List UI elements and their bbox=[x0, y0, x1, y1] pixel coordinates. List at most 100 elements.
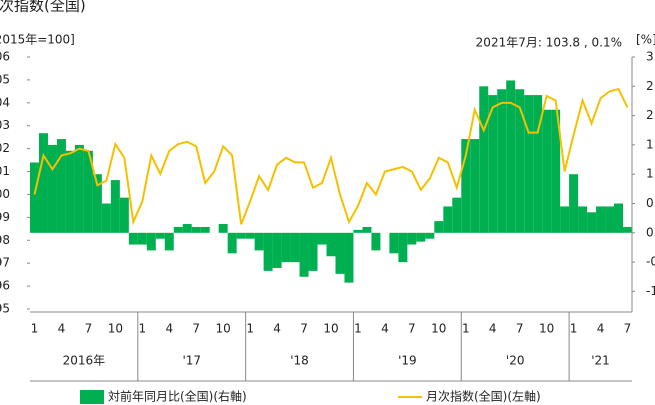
bar bbox=[497, 89, 507, 233]
y2-axis-label: [%] bbox=[636, 33, 655, 47]
bar bbox=[47, 144, 57, 233]
y-tick-label: 104 bbox=[0, 95, 10, 109]
x-tick-label: 7 bbox=[85, 322, 93, 336]
bar bbox=[587, 212, 597, 233]
bar bbox=[30, 162, 39, 233]
x-tick-label: 10 bbox=[323, 322, 338, 336]
bar bbox=[92, 174, 102, 233]
legend-label: 対前年同月比(全国)(右軸) bbox=[108, 389, 247, 404]
bar bbox=[479, 86, 489, 233]
bar bbox=[290, 232, 300, 263]
bar bbox=[65, 150, 75, 233]
bar bbox=[488, 95, 498, 233]
bar bbox=[533, 95, 543, 233]
year-label: '19 bbox=[398, 354, 417, 368]
bar bbox=[551, 109, 561, 233]
y-tick-label: 100 bbox=[0, 187, 10, 201]
y-tick-label: 105 bbox=[0, 72, 10, 86]
bar bbox=[308, 232, 318, 271]
x-tick-label: 4 bbox=[597, 322, 605, 336]
y2-tick-label: 3.0 bbox=[646, 50, 655, 64]
x-tick-label: 4 bbox=[273, 322, 281, 336]
bar bbox=[119, 197, 129, 233]
bar bbox=[371, 232, 381, 251]
x-tick-label: 1 bbox=[246, 322, 254, 336]
bar bbox=[38, 133, 48, 233]
y2-tick-label: 2.0 bbox=[646, 108, 655, 122]
bar bbox=[218, 224, 228, 233]
bar bbox=[614, 203, 624, 233]
y-tick-label: 99 bbox=[0, 210, 10, 224]
y2-tick-label: 0.5 bbox=[646, 196, 655, 210]
bar bbox=[74, 144, 84, 233]
bar bbox=[542, 109, 552, 233]
bar bbox=[146, 232, 156, 251]
bar bbox=[155, 232, 165, 239]
bar bbox=[515, 89, 525, 233]
bar bbox=[434, 221, 444, 233]
y2-tick-label: 1.0 bbox=[646, 167, 655, 181]
y-tick-label: 95 bbox=[0, 302, 10, 316]
year-label: 2016年 bbox=[63, 354, 106, 368]
bar bbox=[524, 95, 534, 233]
x-tick-label: 1 bbox=[354, 322, 362, 336]
bar bbox=[263, 232, 273, 271]
bar bbox=[164, 232, 174, 251]
x-tick-label: 7 bbox=[192, 322, 200, 336]
y-axis-label: [2015年=100] bbox=[0, 33, 75, 47]
bar bbox=[506, 80, 516, 233]
x-tick-label: 7 bbox=[516, 322, 524, 336]
bar bbox=[560, 206, 570, 233]
bar bbox=[101, 203, 111, 233]
x-tick-label: 10 bbox=[216, 322, 231, 336]
x-tick-label: 10 bbox=[539, 322, 554, 336]
year-label: '18 bbox=[290, 354, 309, 368]
bar bbox=[425, 232, 435, 239]
bar bbox=[398, 232, 408, 263]
y2-tick-label: 1.5 bbox=[646, 137, 655, 151]
legend-swatch bbox=[80, 390, 104, 404]
y-tick-label: 102 bbox=[0, 141, 10, 155]
bar bbox=[227, 232, 237, 254]
x-tick-label: 4 bbox=[58, 322, 66, 336]
y-tick-label: 103 bbox=[0, 118, 10, 132]
bar bbox=[416, 232, 426, 242]
bar bbox=[200, 226, 210, 233]
x-tick-label: 1 bbox=[138, 322, 146, 336]
x-tick-label: 4 bbox=[489, 322, 497, 336]
bar bbox=[299, 232, 309, 277]
x-tick-label: 7 bbox=[408, 322, 416, 336]
bar bbox=[353, 229, 363, 233]
year-label: '20 bbox=[506, 354, 525, 368]
bar bbox=[605, 206, 615, 233]
x-tick-label: 10 bbox=[431, 322, 446, 336]
legend-label: 月次指数(全国)(左軸) bbox=[426, 389, 541, 404]
x-tick-label: 1 bbox=[570, 322, 578, 336]
bar bbox=[236, 232, 246, 239]
y-tick-label: 106 bbox=[0, 50, 10, 64]
bar bbox=[182, 224, 192, 233]
bar bbox=[344, 232, 354, 283]
bar bbox=[596, 206, 606, 233]
bar bbox=[110, 180, 120, 233]
y-tick-label: 96 bbox=[0, 279, 10, 293]
bar bbox=[281, 232, 291, 263]
bar bbox=[452, 197, 462, 233]
bar bbox=[362, 226, 372, 233]
bar bbox=[191, 226, 201, 233]
bar bbox=[272, 232, 282, 268]
y2-tick-label: 0.0 bbox=[646, 225, 655, 239]
bar bbox=[461, 139, 471, 233]
y-tick-label: 98 bbox=[0, 233, 10, 247]
bar bbox=[83, 150, 93, 233]
year-label: '21 bbox=[591, 354, 610, 368]
bar bbox=[173, 226, 183, 233]
bar bbox=[578, 206, 588, 233]
y2-tick-label: 2.5 bbox=[646, 79, 655, 93]
bar bbox=[245, 232, 255, 239]
bar bbox=[326, 232, 336, 257]
bar bbox=[569, 174, 579, 233]
bar bbox=[407, 232, 417, 245]
bar bbox=[137, 232, 147, 245]
x-tick-label: 1 bbox=[31, 322, 39, 336]
